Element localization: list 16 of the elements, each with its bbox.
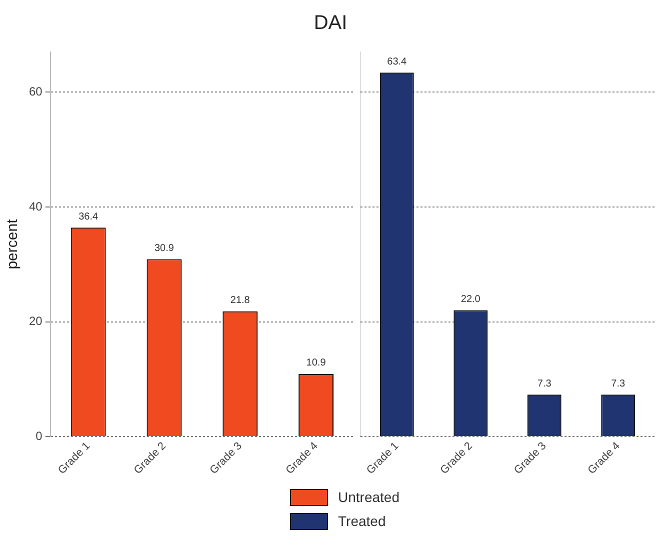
y-axis-title: percent <box>4 218 22 270</box>
data-label: 30.9 <box>154 242 174 254</box>
y-tick-label: 40 <box>28 199 43 214</box>
data-label: 36.4 <box>78 211 98 222</box>
data-label: 22.0 <box>460 294 481 306</box>
y-tick-label: 0 <box>36 428 43 443</box>
data-label: 21.8 <box>230 295 250 306</box>
chart-title: DAI <box>312 12 348 35</box>
legend-label: Untreated <box>338 489 400 505</box>
y-tick-label: 20 <box>28 314 43 328</box>
data-label: 7.3 <box>537 378 552 390</box>
data-label: 10.9 <box>306 358 326 369</box>
data-label: 63.4 <box>387 56 408 68</box>
legend-label: Treated <box>338 513 386 529</box>
data-label: 7.3 <box>611 378 626 390</box>
y-tick-label: 60 <box>28 84 43 98</box>
